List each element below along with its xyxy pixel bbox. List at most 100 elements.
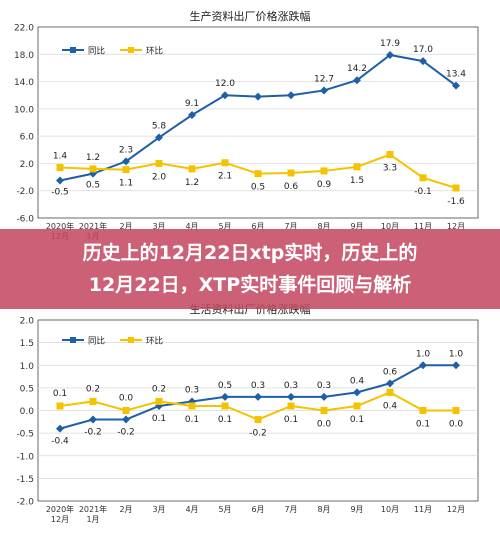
x-tick-label: 1月 xyxy=(86,515,99,524)
x-tick-label: 2020年 xyxy=(46,504,74,514)
y-tick-label: -2.0 xyxy=(16,187,34,197)
legend: 同比 环比 xyxy=(62,336,163,347)
data-point-mom xyxy=(89,397,97,405)
data-label: 0.5 xyxy=(251,183,265,193)
data-label: 12.7 xyxy=(314,74,334,84)
data-point-mom xyxy=(452,184,460,192)
x-tick-label: 7月 xyxy=(284,505,297,514)
data-point-mom xyxy=(419,407,427,414)
y-tick-label: 10.0 xyxy=(14,105,34,115)
legend-label: 环比 xyxy=(146,336,163,347)
data-point-mom xyxy=(287,169,295,177)
y-tick-label: -2.0 xyxy=(16,498,34,508)
data-label: -0.2 xyxy=(249,429,267,439)
data-point-yoy xyxy=(89,415,97,424)
data-point-mom xyxy=(188,402,196,410)
data-point-yoy xyxy=(386,379,394,388)
x-tick-label: 7月 xyxy=(284,222,297,231)
data-point-mom xyxy=(386,388,394,396)
x-tick-label: 9月 xyxy=(350,222,363,231)
y-tick-label: 6.0 xyxy=(20,133,35,143)
data-point-mom xyxy=(155,159,163,167)
data-label: 5.8 xyxy=(152,122,167,132)
x-tick-label: 12月 xyxy=(447,222,465,231)
x-tick-label: 3月 xyxy=(152,505,165,514)
y-tick-label: 0.0 xyxy=(20,407,35,417)
x-tick-label: 2020年 xyxy=(46,221,74,231)
data-point-yoy xyxy=(254,392,262,401)
data-label: -0.1 xyxy=(414,187,432,197)
data-label: 0.3 xyxy=(251,381,265,391)
data-label: 1.5 xyxy=(350,176,364,186)
y-tick-label: 2.0 xyxy=(20,160,35,170)
data-label: 3.3 xyxy=(383,164,397,174)
data-label: 0.5 xyxy=(218,381,232,391)
data-label: -0.2 xyxy=(117,428,135,438)
data-point-mom xyxy=(254,416,262,424)
data-label: 0.0 xyxy=(449,420,464,430)
x-tick-label: 8月 xyxy=(317,505,330,514)
data-point-yoy xyxy=(56,176,64,185)
data-label: 0.3 xyxy=(284,381,298,391)
data-label: 0.0 xyxy=(317,420,332,430)
chart-2: 生活资料出厂价格涨跌幅-2.0-1.5-1.0-0.50.00.51.01.52… xyxy=(16,302,479,524)
y-tick-label: -1.0 xyxy=(16,452,34,462)
data-point-mom xyxy=(254,170,262,178)
data-point-yoy xyxy=(320,392,328,401)
data-point-yoy xyxy=(452,361,460,370)
data-label: 0.4 xyxy=(350,376,365,386)
x-tick-label: 12月 xyxy=(51,515,69,524)
data-label: 1.2 xyxy=(185,178,199,188)
legend-label: 环比 xyxy=(146,46,163,57)
data-label: 1.0 xyxy=(416,349,431,359)
y-tick-label: 18.0 xyxy=(14,51,34,61)
data-label: 1.0 xyxy=(449,349,464,359)
x-tick-label: 6月 xyxy=(251,505,264,514)
data-point-yoy xyxy=(353,388,361,397)
data-point-yoy xyxy=(287,91,295,100)
data-label: -0.5 xyxy=(51,187,69,197)
data-label: 2.0 xyxy=(152,172,167,182)
data-label: 0.2 xyxy=(86,384,100,394)
data-point-yoy xyxy=(287,392,295,401)
series-line-yoy xyxy=(59,53,457,182)
data-point-mom xyxy=(320,167,328,175)
data-label: 0.1 xyxy=(350,415,364,425)
legend-label: 同比 xyxy=(88,46,105,57)
data-point-yoy xyxy=(419,361,427,370)
data-point-yoy xyxy=(320,86,328,95)
legend-marker xyxy=(70,47,76,53)
data-point-yoy xyxy=(452,81,460,90)
data-label: 12.0 xyxy=(215,79,235,89)
x-tick-label: 6月 xyxy=(251,222,264,231)
data-point-mom xyxy=(56,402,64,410)
data-point-mom xyxy=(287,402,295,410)
x-tick-label: 2021年 xyxy=(79,221,107,231)
y-tick-label: 1.0 xyxy=(20,362,35,372)
data-label: 0.4 xyxy=(383,401,398,411)
data-point-yoy xyxy=(353,76,361,85)
data-point-mom xyxy=(452,407,460,414)
y-tick-label: -6.0 xyxy=(16,215,34,225)
data-label: -0.4 xyxy=(51,437,69,447)
data-point-mom xyxy=(122,166,130,174)
data-label: 17.0 xyxy=(413,45,433,55)
data-label: 0.1 xyxy=(185,415,199,425)
data-point-mom xyxy=(89,165,97,173)
data-label: 17.9 xyxy=(380,39,400,49)
legend-marker xyxy=(128,337,134,343)
x-tick-label: 11月 xyxy=(414,505,432,514)
data-label: -0.2 xyxy=(84,428,102,438)
x-tick-label: 4月 xyxy=(185,222,198,231)
y-tick-label: 1.5 xyxy=(20,339,34,349)
x-tick-label: 12月 xyxy=(447,505,465,514)
data-label: 0.1 xyxy=(416,420,430,430)
data-point-yoy xyxy=(188,110,196,119)
data-label: 0.3 xyxy=(185,385,199,395)
data-label: 0.3 xyxy=(317,381,331,391)
title-overlay-banner: 历史上的12月22日xtp实时，历史上的 12月22日，XTP实时事件回顾与解析 xyxy=(0,229,500,309)
data-point-mom xyxy=(122,407,130,414)
data-point-yoy xyxy=(221,91,229,100)
